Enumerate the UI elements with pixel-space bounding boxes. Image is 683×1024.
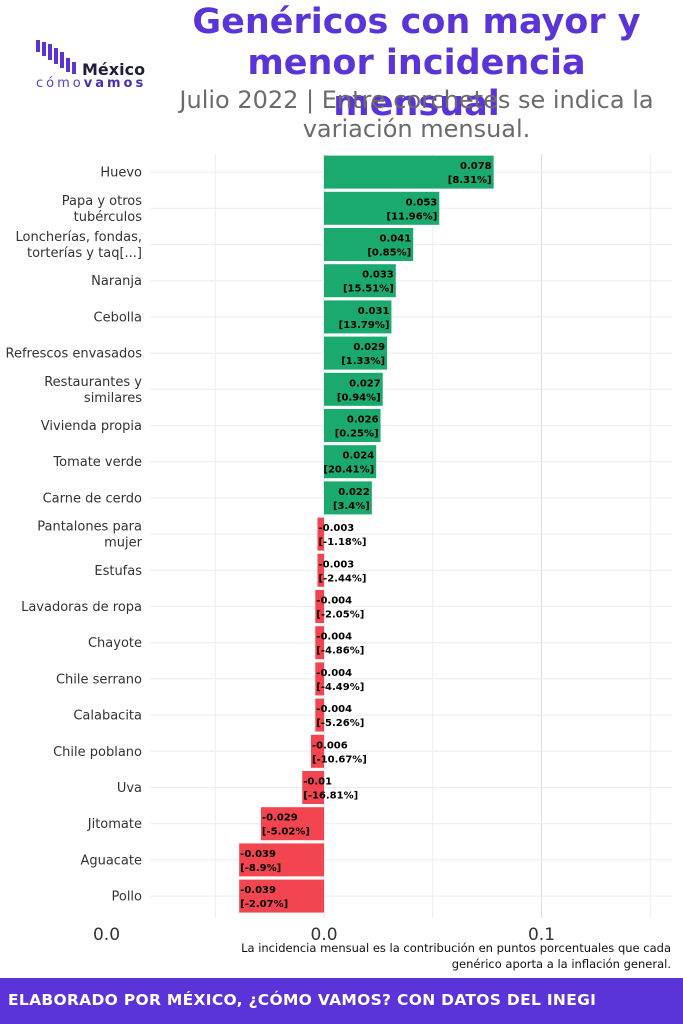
category-label: Pollo [111, 890, 142, 905]
bar [302, 771, 324, 804]
bar [239, 843, 324, 877]
bar [324, 336, 388, 370]
value-label: 0.029 [353, 342, 385, 353]
value-label: -0.006 [312, 740, 348, 751]
variation-label: [3.4%] [333, 501, 370, 512]
value-label: -0.039 [240, 849, 276, 860]
value-label: 0.078 [460, 161, 492, 172]
bar [239, 879, 324, 913]
value-label: 0.024 [343, 451, 375, 462]
x-tick-label: 0.0 [93, 925, 120, 940]
bar [324, 155, 494, 189]
value-label: 0.027 [349, 378, 381, 389]
footer-credit: ELABORADO POR MÉXICO, ¿CÓMO VAMOS? CON D… [8, 991, 597, 1009]
category-label: Chayote [88, 636, 142, 651]
bar [315, 698, 324, 732]
bar [324, 409, 381, 442]
variation-label: [-5.26%] [316, 718, 364, 729]
variation-label: [-2.05%] [316, 610, 364, 621]
category-label: Cebolla [94, 310, 142, 325]
logo-bars-icon [36, 40, 76, 74]
category-label: Huevo [100, 166, 142, 181]
bar [310, 734, 324, 768]
variation-label: [1.33%] [341, 356, 385, 367]
value-label: -0.004 [316, 704, 352, 715]
variation-label: [0.94%] [337, 392, 381, 403]
value-label: -0.003 [318, 559, 354, 570]
bar [324, 228, 414, 261]
variation-label: [15.51%] [343, 284, 394, 295]
chart-subtitle: Julio 2022 | Entre corchetes se indica l… [179, 86, 654, 143]
variation-label: [-16.81%] [303, 791, 358, 802]
mexico-como-vamos-logo: México cómovamos [32, 38, 154, 92]
category-label: Tomate verde [52, 455, 142, 470]
category-label: Restaurantes y similares [44, 375, 142, 406]
category-label: Chile poblano [53, 745, 142, 760]
variation-label: [8.31%] [448, 175, 492, 186]
value-label: -0.029 [262, 813, 298, 824]
bar [324, 445, 377, 479]
bar-chart: Huevo 0.078 [8.31%] Papa y otros tubérculos 0… [6, 154, 672, 940]
variation-label: [13.79%] [339, 320, 390, 331]
variation-label: [-4.86%] [316, 646, 364, 657]
category-label: Estufas [94, 564, 142, 579]
category-label: Lavadoras de ropa [21, 600, 142, 615]
variation-label: [-5.02%] [262, 827, 310, 838]
category-label: Chile serrano [56, 672, 142, 687]
x-tick-label: 0.0 [310, 925, 337, 940]
category-label: Naranja [91, 274, 142, 289]
value-label: -0.003 [318, 523, 354, 534]
variation-label: [-4.49%] [316, 682, 364, 693]
category-label: Jitomate [87, 817, 142, 832]
bar [324, 372, 383, 406]
value-label: 0.033 [362, 270, 394, 281]
value-label: -0.039 [240, 885, 276, 896]
category-label: Carne de cerdo [43, 491, 142, 506]
value-label: -0.004 [316, 596, 352, 607]
bar [317, 517, 324, 551]
variation-label: [11.96%] [386, 211, 437, 222]
category-label: Loncherías, fondas, torterías y taq[...] [16, 230, 142, 261]
bar [315, 590, 324, 623]
value-label: 0.031 [358, 306, 390, 317]
value-label: -0.01 [303, 777, 332, 788]
category-label: Uva [117, 781, 142, 796]
bar [324, 264, 396, 298]
category-label: Aguacate [80, 853, 142, 868]
value-label: 0.022 [338, 487, 370, 498]
chart-title: Genéricos con mayor y menor incidencia m… [192, 2, 641, 124]
bar [317, 553, 324, 587]
variation-label: [-2.07%] [240, 899, 288, 910]
bar [324, 481, 372, 515]
variation-label: [0.25%] [335, 429, 379, 440]
category-label: Papa y otros tubérculos [62, 194, 142, 225]
footer-bar: ELABORADO POR MÉXICO, ¿CÓMO VAMOS? CON D… [0, 978, 683, 1024]
variation-label: [-8.9%] [240, 863, 281, 874]
variation-label: [-2.44%] [318, 573, 366, 584]
value-label: 0.041 [380, 234, 412, 245]
logo-word-mexico: México [82, 60, 146, 79]
bar [324, 191, 440, 225]
x-tick-label: 0.1 [528, 925, 555, 940]
footnote: La incidencia mensual es la contribución… [241, 941, 671, 971]
variation-label: [20.41%] [323, 465, 374, 476]
variation-label: [0.85%] [367, 248, 411, 259]
value-label: -0.004 [316, 632, 352, 643]
logo-word-como-vamos: cómovamos [36, 76, 147, 91]
variation-label: [-1.18%] [318, 537, 366, 548]
bar [260, 807, 324, 841]
category-label: Pantalones para mujer [37, 520, 142, 551]
value-label: 0.026 [347, 415, 379, 426]
bar [324, 300, 392, 334]
variation-label: [-10.67%] [312, 754, 367, 765]
value-label: 0.053 [406, 197, 438, 208]
bar [315, 662, 324, 696]
value-label: -0.004 [316, 668, 352, 679]
bar [315, 626, 324, 660]
category-label: Vivienda propia [41, 419, 142, 434]
category-label: Refrescos envasados [6, 347, 143, 362]
category-label: Calabacita [73, 709, 142, 724]
